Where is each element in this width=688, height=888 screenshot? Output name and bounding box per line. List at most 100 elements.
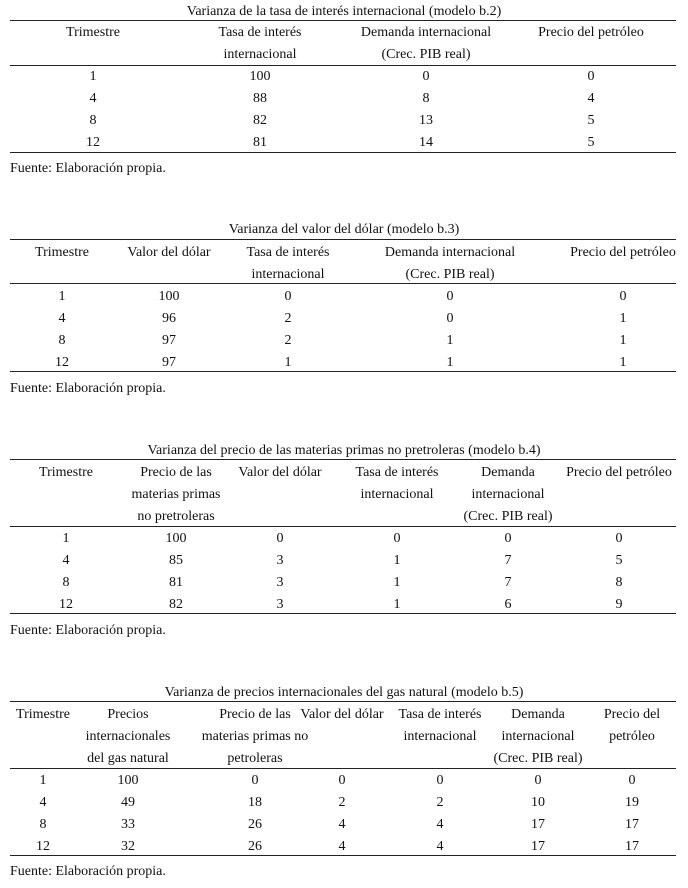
column-header: internacional [223,47,297,62]
table-cell: 100 [165,531,187,546]
table-cell: 97 [162,355,176,370]
table-cell: 6 [504,597,512,612]
column-header: (Crec. PIB real) [493,751,583,766]
table-cell: 1 [393,597,401,612]
table-cell: 0 [446,289,454,304]
table-cell: 4 [89,91,97,106]
table-cell: 82 [253,113,267,128]
table-rule [10,701,676,702]
table-rule [10,371,676,372]
table-cell: 1 [619,333,627,348]
table-cell: 2 [436,795,444,810]
table-cell: 13 [419,113,433,128]
table-cell: 4 [62,553,70,568]
table-cell: 0 [446,311,454,326]
table-cell: 1 [62,531,70,546]
column-header: Tasa de interés [218,25,302,40]
table-cell: 1 [619,311,627,326]
table-cell: 5 [587,135,595,150]
table-cell: 2 [338,795,346,810]
table-cell: 3 [276,597,284,612]
column-header: internacional [501,729,575,744]
table-cell: 26 [248,839,262,854]
table-cell: 100 [249,69,271,84]
table-cell: 0 [619,289,627,304]
column-header: materias primas [131,487,221,502]
column-header: Precio del petróleo [570,245,676,260]
column-header: Tasa de interés [398,707,482,722]
column-header: (Crec. PIB real) [405,267,495,282]
column-header: Trimestre [16,707,70,722]
table-cell: 2 [284,311,292,326]
table-cell: 0 [251,773,259,788]
table-cell: 0 [587,69,595,84]
column-header: Valor del dólar [300,707,384,722]
table-cell: 1 [393,575,401,590]
table-cell: 1 [89,69,97,84]
table-cell: 1 [446,333,454,348]
column-header: no pretroleras [137,509,215,524]
table-title: Varianza del precio de las materias prim… [147,443,541,458]
table-cell: 0 [628,773,636,788]
table-cell: 12 [55,355,69,370]
table-cell: 12 [86,135,100,150]
table-rule [10,526,676,527]
table-cell: 3 [276,575,284,590]
table-title: Varianza del valor del dólar (modelo b.3… [228,222,460,237]
column-header: Demanda internacional [384,245,516,260]
table-cell: 1 [619,355,627,370]
table-rule [10,855,676,856]
table-cell: 4 [436,839,444,854]
column-header: Tasa de interés [246,245,330,260]
table-cell: 1 [39,773,47,788]
column-header: Trimestre [35,245,89,260]
table-cell: 1 [284,355,292,370]
table-rule [10,152,676,153]
column-header: del gas natural [87,751,169,766]
table-cell: 8 [62,575,70,590]
table-cell: 1 [393,553,401,568]
table-rule [10,283,676,284]
table-source: Fuente: Elaboración propia. [10,623,166,638]
table-rule [10,65,676,66]
table-cell: 1 [58,289,66,304]
table-cell: 4 [58,311,66,326]
table-rule [10,239,676,240]
column-header: Precio del petróleo [566,465,672,480]
column-header: (Crec. PIB real) [463,509,553,524]
table-cell: 4 [338,817,346,832]
table-rule [10,459,676,460]
table-cell: 0 [338,773,346,788]
column-header: Precio de las [140,465,212,480]
table-cell: 97 [162,333,176,348]
column-header: materias primas no [201,729,309,744]
column-header: internacional [471,487,545,502]
table-cell: 8 [615,575,623,590]
table-rule [10,613,676,614]
table-cell: 100 [158,289,180,304]
table-cell: 2 [284,333,292,348]
column-header: Demanda [511,707,565,722]
table-cell: 4 [39,795,47,810]
column-header: internacionales [85,729,171,744]
column-header: Demanda [481,465,535,480]
column-header: Tasa de interés [355,465,439,480]
table-cell: 19 [625,795,639,810]
table-cell: 0 [436,773,444,788]
table-cell: 12 [59,597,73,612]
table-cell: 100 [117,773,139,788]
column-header: Precio del petróleo [538,25,644,40]
column-header: internacional [403,729,477,744]
table-rule [10,768,676,769]
column-header: Precio del [603,707,661,722]
table-cell: 0 [615,531,623,546]
table-source: Fuente: Elaboración propia. [10,864,166,879]
table-cell: 3 [276,553,284,568]
column-header: Precio de las [219,707,291,722]
table-cell: 4 [338,839,346,854]
column-header: Trimestre [39,465,93,480]
column-header: Demanda internacional [360,25,492,40]
table-cell: 17 [531,839,545,854]
table-cell: 81 [169,575,183,590]
column-header: Valor del dólar [238,465,322,480]
